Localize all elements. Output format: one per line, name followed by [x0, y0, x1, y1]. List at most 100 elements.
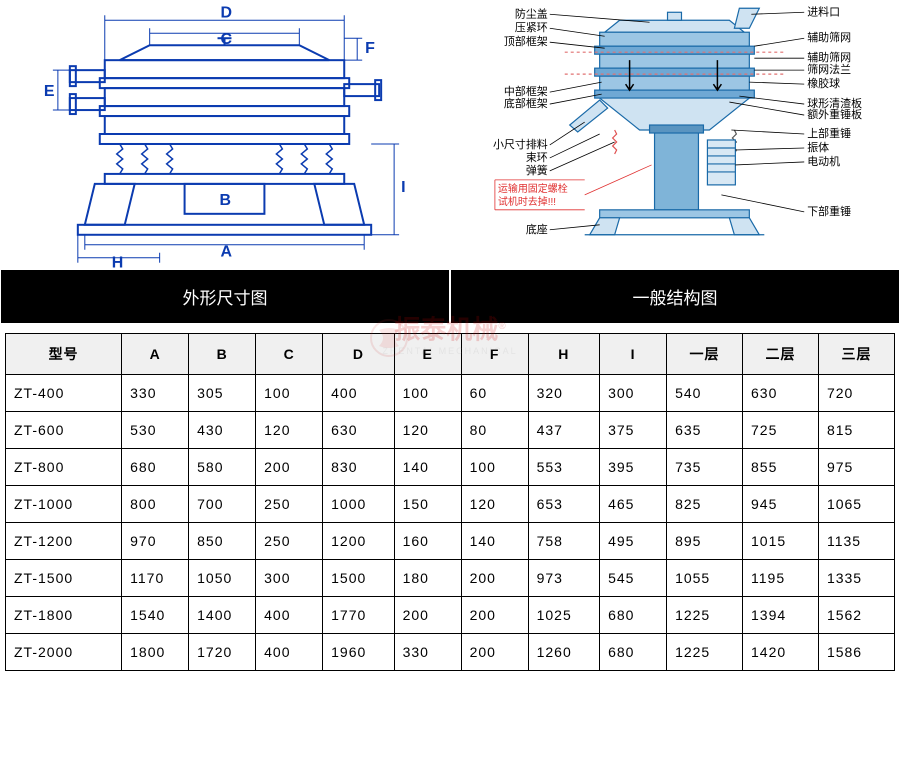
cell-1-2: 430	[189, 412, 256, 449]
col-9: 一层	[667, 334, 743, 375]
cell-1-9: 635	[667, 412, 743, 449]
cell-1-4: 630	[323, 412, 394, 449]
table-row: ZT-1000800700250100015012065346582594510…	[6, 486, 895, 523]
table-row: ZT-1800154014004001770200200102568012251…	[6, 597, 895, 634]
cell-3-10: 945	[743, 486, 819, 523]
lbl-r3: 筛网法兰	[807, 62, 851, 76]
lbl-r5: 球形清渣板	[807, 96, 862, 110]
table-row: ZT-800680580200830140100553395735855975	[6, 449, 895, 486]
cell-0-2: 305	[189, 375, 256, 412]
table-row: ZT-40033030510040010060320300540630720	[6, 375, 895, 412]
dim-C: C	[221, 31, 233, 48]
cell-2-11: 975	[818, 449, 894, 486]
cell-6-11: 1562	[818, 597, 894, 634]
cell-5-11: 1335	[818, 560, 894, 597]
cell-3-0: ZT-1000	[6, 486, 122, 523]
cell-2-5: 140	[394, 449, 461, 486]
lbl-r6: 额外重锤板	[807, 107, 862, 121]
lbl-l1: 压紧环	[515, 21, 548, 34]
cell-4-1: 970	[122, 523, 189, 560]
cell-1-6: 80	[461, 412, 528, 449]
cell-6-5: 200	[394, 597, 461, 634]
cell-6-2: 1400	[189, 597, 256, 634]
cell-3-3: 250	[256, 486, 323, 523]
cell-7-0: ZT-2000	[6, 634, 122, 671]
cell-0-8: 300	[600, 375, 667, 412]
col-2: B	[189, 334, 256, 375]
col-1: A	[122, 334, 189, 375]
cell-0-4: 400	[323, 375, 394, 412]
cell-3-7: 653	[528, 486, 599, 523]
cell-5-5: 180	[394, 560, 461, 597]
cell-2-3: 200	[256, 449, 323, 486]
spec-table: 型号ABCDEFHI一层二层三层 ZT-40033030510040010060…	[5, 333, 895, 671]
cell-3-1: 800	[122, 486, 189, 523]
cell-4-11: 1135	[818, 523, 894, 560]
cell-7-5: 330	[394, 634, 461, 671]
cell-4-6: 140	[461, 523, 528, 560]
cell-5-3: 300	[256, 560, 323, 597]
cell-4-10: 1015	[743, 523, 819, 560]
cell-7-8: 680	[600, 634, 667, 671]
lbl-l0: 防尘盖	[515, 6, 548, 20]
cell-7-3: 400	[256, 634, 323, 671]
cell-5-10: 1195	[743, 560, 819, 597]
cell-6-0: ZT-1800	[6, 597, 122, 634]
cell-1-3: 120	[256, 412, 323, 449]
cell-7-2: 1720	[189, 634, 256, 671]
lbl-l2: 顶部框架	[504, 34, 548, 48]
cell-6-6: 200	[461, 597, 528, 634]
cell-2-2: 580	[189, 449, 256, 486]
cell-0-9: 540	[667, 375, 743, 412]
lbl-l6: 束环	[526, 151, 548, 164]
cell-3-11: 1065	[818, 486, 894, 523]
cell-0-10: 630	[743, 375, 819, 412]
cell-2-4: 830	[323, 449, 394, 486]
cell-3-5: 150	[394, 486, 461, 523]
cell-7-7: 1260	[528, 634, 599, 671]
dim-F: F	[365, 40, 375, 57]
label-right: 一般结构图	[451, 270, 899, 323]
cell-0-5: 100	[394, 375, 461, 412]
section-labels: 外形尺寸图 一般结构图	[0, 270, 900, 323]
cell-2-9: 735	[667, 449, 743, 486]
cell-1-10: 725	[743, 412, 819, 449]
lbl-r2: 辅助筛网	[807, 50, 851, 64]
cell-6-9: 1225	[667, 597, 743, 634]
cell-0-11: 720	[818, 375, 894, 412]
cell-7-1: 1800	[122, 634, 189, 671]
cell-1-1: 530	[122, 412, 189, 449]
dimensions-diagram: D C E F B A H I	[0, 0, 450, 270]
cell-1-0: ZT-600	[6, 412, 122, 449]
cell-1-11: 815	[818, 412, 894, 449]
lbl-l5: 小尺寸排料	[493, 137, 548, 151]
cell-1-7: 437	[528, 412, 599, 449]
cell-2-1: 680	[122, 449, 189, 486]
diagrams-row: D C E F B A H I	[0, 0, 900, 270]
cell-6-10: 1394	[743, 597, 819, 634]
cell-1-5: 120	[394, 412, 461, 449]
table-row: ZT-60053043012063012080437375635725815	[6, 412, 895, 449]
lbl-r9: 电动机	[807, 154, 840, 168]
lbl-l3: 中部框架	[504, 84, 548, 98]
cell-5-8: 545	[600, 560, 667, 597]
dim-E: E	[44, 83, 55, 100]
table-row: ZT-1500117010503001500180200973545105511…	[6, 560, 895, 597]
warn-0: 运输用固定螺栓	[498, 182, 568, 195]
struct-svg: 防尘盖 压紧环 顶部框架 中部框架 底部框架 小尺寸排料 束环 弹簧 底座 运输…	[450, 0, 899, 270]
cell-5-4: 1500	[323, 560, 394, 597]
col-11: 三层	[818, 334, 894, 375]
cell-6-1: 1540	[122, 597, 189, 634]
lbl-r0: 进料口	[807, 4, 840, 18]
cell-2-7: 553	[528, 449, 599, 486]
col-3: C	[256, 334, 323, 375]
cell-6-7: 1025	[528, 597, 599, 634]
dim-I: I	[401, 179, 405, 196]
cell-4-7: 758	[528, 523, 599, 560]
cell-1-8: 375	[600, 412, 667, 449]
cell-4-3: 250	[256, 523, 323, 560]
cell-4-8: 495	[600, 523, 667, 560]
col-7: H	[528, 334, 599, 375]
cell-5-7: 973	[528, 560, 599, 597]
lbl-l4: 底部框架	[504, 96, 548, 110]
